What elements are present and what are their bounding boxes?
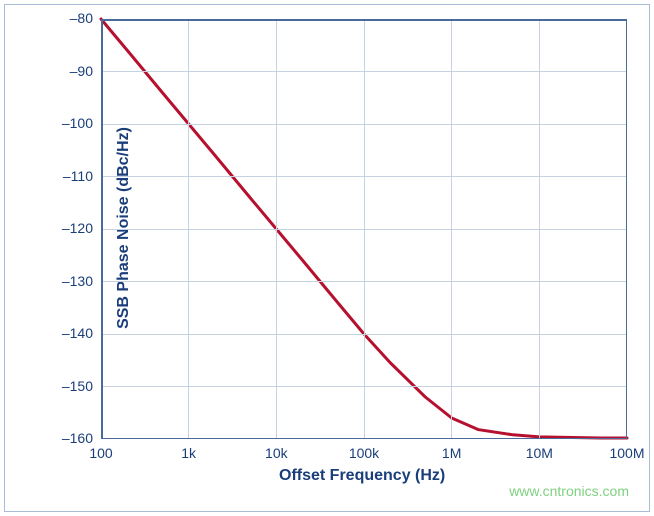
x-tick-label: 10M — [526, 445, 553, 461]
y-tick-label: –160 — [53, 430, 93, 446]
y-tick-label: –150 — [53, 378, 93, 394]
gridline-horizontal — [101, 71, 627, 72]
y-tick-label: –120 — [53, 220, 93, 236]
plot-border — [101, 19, 627, 21]
gridline-horizontal — [101, 386, 627, 387]
x-tick-label: 100M — [609, 445, 644, 461]
x-tick-label: 1M — [442, 445, 461, 461]
plot-border — [101, 438, 627, 440]
y-tick-label: –90 — [53, 63, 93, 79]
chart-frame: SSB Phase Noise (dBc/Hz) Offset Frequenc… — [4, 4, 650, 512]
x-tick-label: 10k — [265, 445, 288, 461]
gridline-horizontal — [101, 334, 627, 335]
gridline-horizontal — [101, 281, 627, 282]
y-tick-label: –110 — [53, 168, 93, 184]
gridline-horizontal — [101, 176, 627, 177]
y-tick-label: –130 — [53, 273, 93, 289]
y-tick-label: –80 — [53, 10, 93, 26]
plot-border — [626, 19, 628, 439]
x-tick-label: 1k — [181, 445, 196, 461]
y-tick-label: –100 — [53, 115, 93, 131]
x-tick-label: 100k — [349, 445, 379, 461]
gridline-horizontal — [101, 124, 627, 125]
y-tick-label: –140 — [53, 325, 93, 341]
x-tick-label: 100 — [89, 445, 112, 461]
gridline-horizontal — [101, 229, 627, 230]
plot-border — [101, 19, 103, 439]
x-axis-label: Offset Frequency (Hz) — [279, 467, 445, 485]
watermark: www.cntronics.com — [509, 483, 629, 499]
